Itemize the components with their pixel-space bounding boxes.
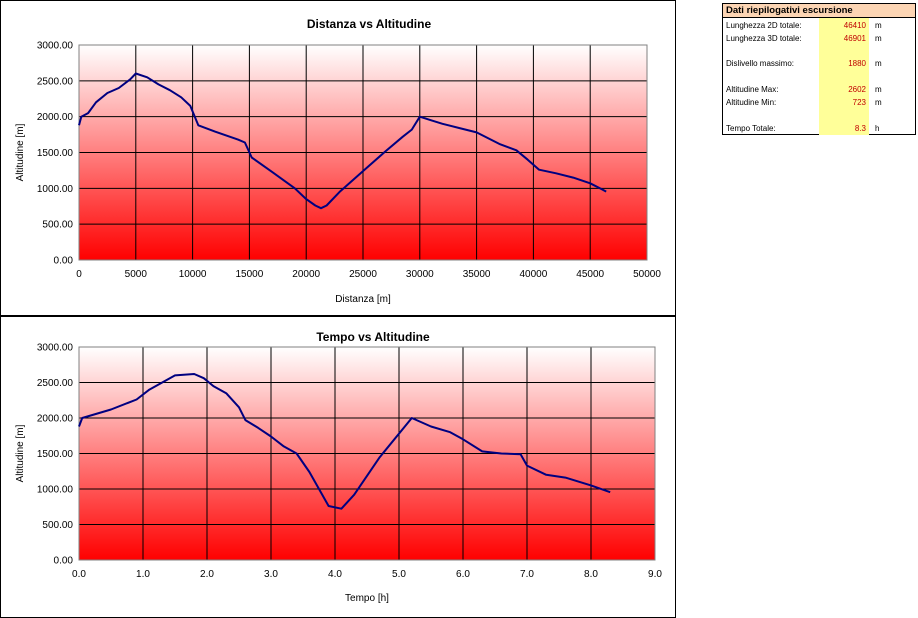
- y-tick-label: 500.00: [42, 520, 73, 531]
- y-axis-label: Altitudine [m]: [15, 424, 26, 482]
- y-tick-label: 1500.00: [37, 148, 74, 159]
- summary-unit: m: [875, 21, 882, 30]
- y-tick-label: 3000.00: [37, 41, 74, 52]
- y-tick-label: 2000.00: [37, 414, 74, 425]
- x-tick-label: 50000: [633, 269, 661, 280]
- time-altitude-chart-svg: 0.00 500.00 1000.00 1500.00 2000.00 2500.00 30…: [15, 330, 662, 604]
- summary-unit: m: [875, 59, 882, 68]
- x-tick-label: 10000: [179, 269, 207, 280]
- plot-border: [78, 44, 648, 261]
- y-tick-label: 500.00: [42, 220, 73, 231]
- summary-row: Tempo Totale: 8.3 h: [723, 123, 913, 134]
- summary-row: Lunghezza 3D totale: 46901 m: [723, 33, 913, 44]
- x-tick-label: 8.0: [584, 569, 598, 580]
- summary-label: Tempo Totale:: [726, 124, 776, 133]
- x-tick-label: 0: [76, 269, 82, 280]
- x-axis-label: Distanza [m]: [335, 294, 391, 305]
- x-tick-label: 15000: [235, 269, 263, 280]
- x-tick-label: 1.0: [136, 569, 150, 580]
- x-tick-label: 9.0: [648, 569, 662, 580]
- summary-label: Lunghezza 2D totale:: [726, 21, 802, 30]
- x-tick-label: 7.0: [520, 569, 534, 580]
- y-tick-label: 1000.00: [37, 485, 74, 496]
- y-axis-label: Altitudine [m]: [15, 123, 26, 181]
- y-tick-label: 1000.00: [37, 184, 74, 195]
- y-tick-label: 2000.00: [37, 112, 74, 123]
- summary-value: 1880: [848, 59, 866, 68]
- summary-unit: h: [875, 124, 880, 133]
- y-tick-label: 0.00: [54, 556, 74, 567]
- summary-unit: m: [875, 85, 882, 94]
- y-tick-label: 2500.00: [37, 378, 74, 389]
- y-tick-label: 0.00: [54, 256, 74, 267]
- summary-value: 46901: [843, 34, 866, 43]
- x-tick-label: 5000: [125, 269, 148, 280]
- x-tick-label: 25000: [349, 269, 377, 280]
- summary-row: Altitudine Max: 2602 m: [723, 84, 913, 95]
- altitude-series-line: [78, 72, 607, 210]
- summary-value: 2602: [848, 85, 866, 94]
- summary-unit: m: [875, 34, 882, 43]
- plot-border: [78, 346, 656, 561]
- y-tick-label: 3000.00: [37, 343, 74, 354]
- summary-row: Lunghezza 2D totale: 46410 m: [723, 20, 913, 31]
- x-tick-label: 4.0: [328, 569, 342, 580]
- summary-label: Dislivello massimo:: [726, 59, 795, 68]
- summary-unit: m: [875, 98, 882, 107]
- summary-label: Altitudine Min:: [726, 98, 777, 107]
- distance-altitude-chart: 0.00 500.00 1000.00 1500.00 2000.00 2500.00 30…: [0, 0, 676, 316]
- x-axis-label: Tempo [h]: [345, 593, 389, 604]
- summary-table: Dati riepilogativi escursione Lunghezza …: [722, 3, 916, 135]
- x-tick-label: 2.0: [200, 569, 214, 580]
- distance-altitude-chart-svg: 0.00 500.00 1000.00 1500.00 2000.00 2500.00 30…: [15, 17, 661, 305]
- summary-body: Lunghezza 2D totale: 46410 m Lunghezza 3…: [723, 18, 915, 135]
- x-tick-label: 45000: [576, 269, 604, 280]
- y-tick-label: 1500.00: [37, 449, 74, 460]
- summary-label: Lunghezza 3D totale:: [726, 34, 802, 43]
- altitude-series-line: [78, 373, 611, 510]
- summary-title: Dati riepilogativi escursione: [723, 4, 915, 18]
- y-tick-label: 2500.00: [37, 76, 74, 87]
- chart-title: Distanza vs Altitudine: [307, 17, 432, 31]
- time-altitude-chart: 0.00 500.00 1000.00 1500.00 2000.00 2500.00 30…: [0, 316, 676, 618]
- x-tick-label: 0.0: [72, 569, 86, 580]
- summary-label: Altitudine Max:: [726, 85, 779, 94]
- summary-row: Dislivello massimo: 1880 m: [723, 58, 913, 69]
- x-tick-label: 35000: [463, 269, 491, 280]
- x-tick-label: 20000: [292, 269, 320, 280]
- chart-title: Tempo vs Altitudine: [316, 330, 430, 344]
- summary-row: Altitudine Min: 723 m: [723, 97, 913, 108]
- summary-values-column: [819, 18, 869, 135]
- summary-value: 723: [852, 98, 866, 107]
- x-tick-label: 30000: [406, 269, 434, 280]
- x-tick-label: 6.0: [456, 569, 470, 580]
- x-tick-label: 40000: [519, 269, 547, 280]
- x-tick-label: 5.0: [392, 569, 406, 580]
- summary-value: 46410: [843, 21, 866, 30]
- x-tick-label: 3.0: [264, 569, 278, 580]
- summary-value: 8.3: [854, 124, 866, 133]
